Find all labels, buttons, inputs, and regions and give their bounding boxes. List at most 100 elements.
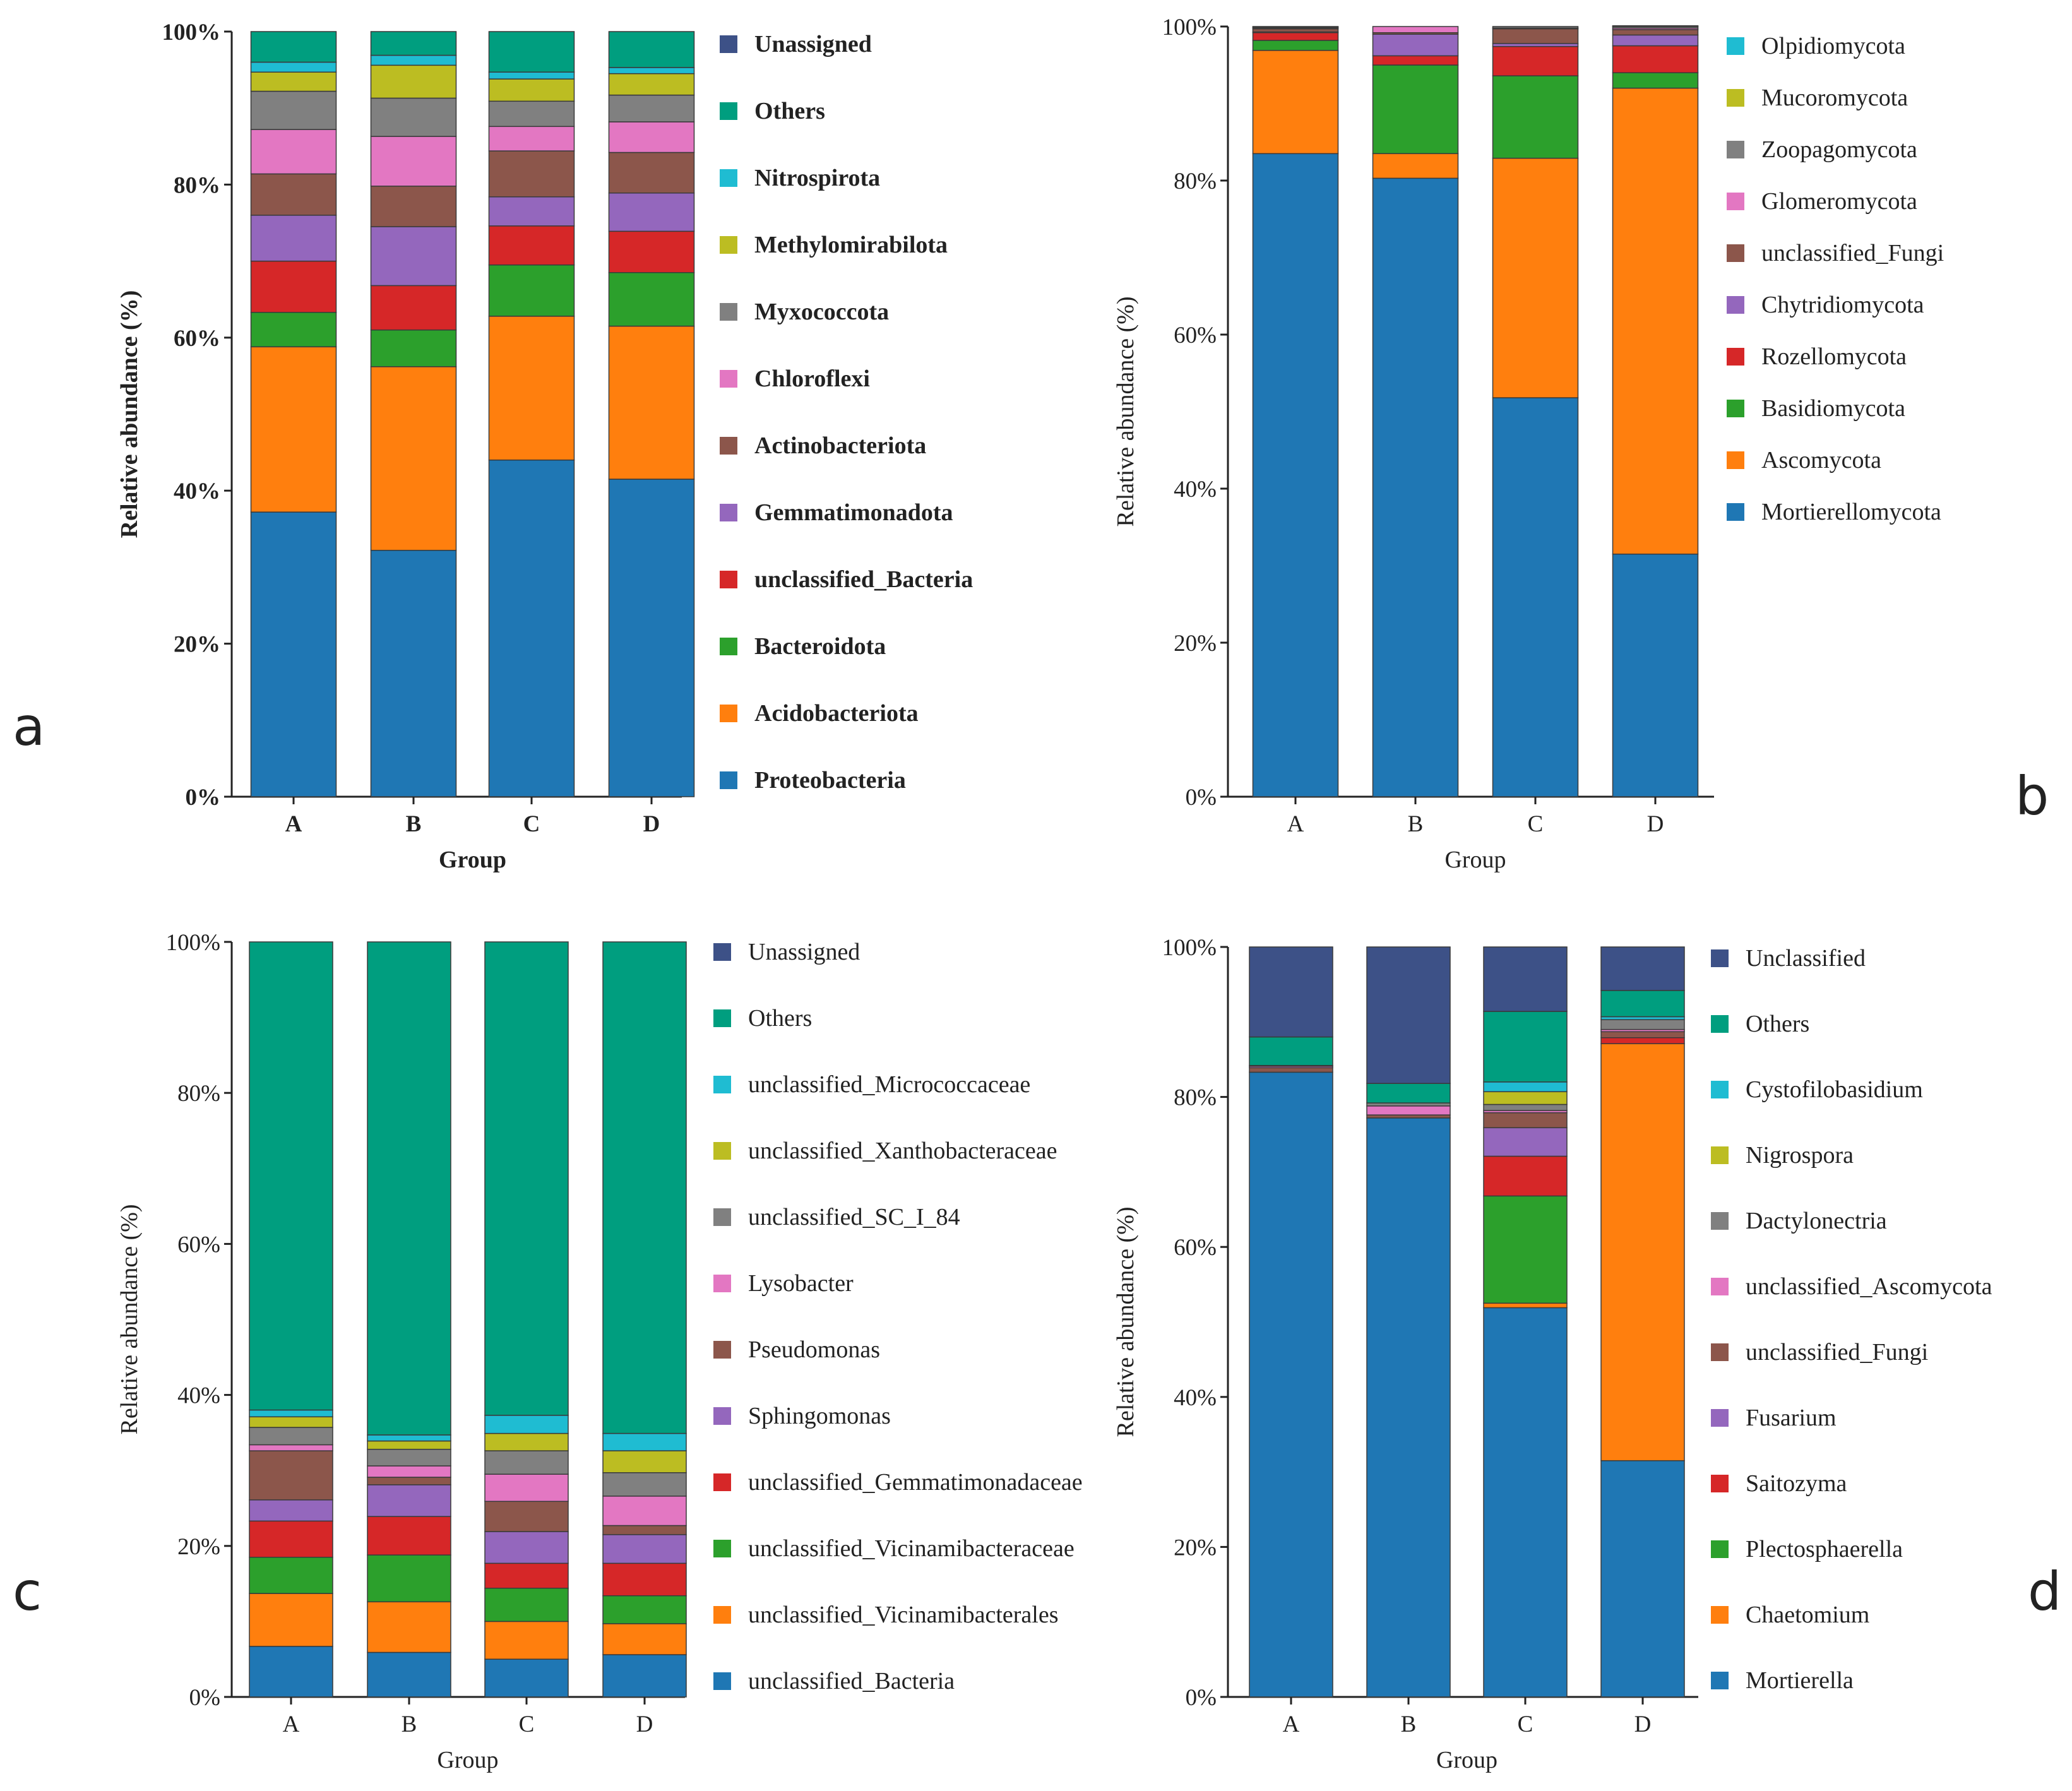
bar-segment-unclassified-gemmatimonadaceae-a: [249, 1520, 333, 1558]
legend-label-lysobacter: Lysobacter: [748, 1270, 854, 1297]
bar-segment-methylomirabilota-d: [608, 73, 695, 96]
bar-segment-lysobacter-c: [484, 1473, 569, 1502]
bar-segment-others-a: [249, 941, 333, 1411]
y-axis-title: Relative abundance (%): [1112, 296, 1139, 527]
legend-label-unclassified-sc-i-84: unclassified_SC_I_84: [748, 1204, 960, 1230]
bar-segment-proteobacteria-a: [250, 511, 337, 797]
bar-segment-unclassified-micrococcaceae-b: [367, 1434, 451, 1442]
bar-segment-gemmatimonadota-a: [250, 215, 337, 262]
bar-segment-basidiomycota-c: [1492, 75, 1579, 159]
bar-segment-others-d: [608, 31, 695, 68]
x-tick-label-d: D: [643, 811, 660, 837]
bar-segment-others-c: [488, 31, 575, 73]
legend-swatch-chaetomium: [1711, 1606, 1729, 1624]
bar-segment-unclassified-bacteria-b: [370, 285, 457, 331]
legend-label-unassigned: Unassigned: [754, 31, 872, 57]
legend-swatch-proteobacteria: [720, 771, 737, 789]
legend-label-bacteroidota: Bacteroidota: [754, 633, 886, 660]
legend-swatch-unclassified: [1711, 949, 1729, 967]
bar-segment-sphingomonas-a: [249, 1499, 333, 1522]
legend-label-others: Others: [748, 1005, 812, 1032]
bar-segment-actinobacteriota-b: [370, 186, 457, 227]
legend-label-olpidiomycota: Olpidiomycota: [1761, 33, 1905, 59]
bar-segment-acidobacteriota-b: [370, 366, 457, 551]
bar-segment-pseudomonas-c: [484, 1501, 569, 1532]
legend-label-unclassified-vicinamibacterales: unclassified_Vicinamibacterales: [748, 1602, 1059, 1628]
bar-segment-lysobacter-d: [602, 1496, 687, 1526]
legend-label-fusarium: Fusarium: [1746, 1405, 1837, 1431]
bar-segment-ascomycota-c: [1492, 157, 1579, 398]
bar-segment-unclassified-bacteria-a: [249, 1646, 333, 1698]
legend-swatch-dactylonectria: [1711, 1212, 1729, 1230]
panel-a-letter: a: [13, 696, 45, 758]
bar-segment-others-d: [602, 941, 687, 1434]
bar-segment-mortierella-c: [1483, 1307, 1568, 1698]
bar-segment-mortierellomycota-a: [1252, 153, 1339, 797]
panel-d: d 0% 20% 40% 60% 80% 100% Relative abundance (…: [1112, 935, 2061, 1773]
bar-segment-chloroflexi-b: [370, 136, 457, 187]
legend-swatch-bacteroidota: [720, 638, 737, 655]
legend-label-pseudomonas: Pseudomonas: [748, 1336, 880, 1363]
bar-segment-nitrospirota-c: [488, 71, 575, 80]
bar-segment-rozellomycota-b: [1372, 55, 1459, 66]
bar-segment-mortierella-a: [1249, 1071, 1333, 1698]
legend-swatch-chytridiomycota: [1727, 296, 1744, 314]
legend-label-unclassified-ascomycota: unclassified_Ascomycota: [1746, 1273, 1992, 1300]
bar-segment-unclassified-bacteria-d: [608, 230, 695, 273]
legend-swatch-mucoromycota: [1727, 89, 1744, 107]
bar-segment-basidiomycota-d: [1612, 72, 1699, 89]
bar-segment-plectosphaerella-c: [1483, 1195, 1568, 1304]
x-tick-label-a: A: [283, 1711, 300, 1737]
bar-segment-unclassified-micrococcaceae-c: [484, 1415, 569, 1434]
legend-swatch-methylomirabilota: [720, 236, 737, 254]
bar-segment-pseudomonas-d: [602, 1525, 687, 1535]
x-tick-label-d: D: [1647, 811, 1664, 837]
legend-label-unclassified-vicinamibacteraceae: unclassified_Vicinamibacteraceae: [748, 1535, 1075, 1562]
y-axis-title: Relative abundance (%): [1112, 1206, 1139, 1437]
bar-segment-chaetomium-d: [1600, 1043, 1685, 1461]
legend-swatch-unassigned: [720, 35, 737, 53]
bar-segment-unclassified-gemmatimonadaceae-d: [602, 1562, 687, 1597]
y-tick-label: 80%: [1174, 1085, 1217, 1111]
bar-segment-unclassified-vicinamibacteraceae-b: [367, 1554, 451, 1603]
y-tick-label: 60%: [174, 326, 220, 352]
legend-swatch-unclassified-micrococcaceae: [713, 1076, 731, 1093]
legend-label-others: Others: [1746, 1011, 1809, 1037]
legend-label-saitozyma: Saitozyma: [1746, 1470, 1847, 1497]
legend-label-nigrospora: Nigrospora: [1746, 1142, 1854, 1169]
bar-segment-others-b: [1366, 1083, 1451, 1104]
bar-segment-myxococcota-d: [608, 94, 695, 122]
legend-label-basidiomycota: Basidiomycota: [1761, 395, 1905, 422]
bar-segment-actinobacteriota-c: [488, 150, 575, 198]
bar-segment-pseudomonas-a: [249, 1450, 333, 1501]
legend-swatch-chloroflexi: [720, 370, 737, 388]
legend-swatch-zoopagomycota: [1727, 141, 1744, 158]
y-axis-title: Relative abundance (%): [116, 290, 143, 538]
bar-segment-bacteroidota-b: [370, 329, 457, 367]
bar-segment-chytridiomycota-b: [1372, 33, 1459, 57]
y-tick-label: 40%: [1174, 477, 1217, 503]
bar-segment-proteobacteria-c: [488, 459, 575, 797]
bar-segment-lysobacter-a: [249, 1444, 333, 1451]
legend-label-unclassified-bacteria: unclassified_Bacteria: [748, 1668, 955, 1694]
bar-segment-actinobacteriota-d: [608, 152, 695, 194]
bar-segment-unclassified-ascomycota-b: [1366, 1105, 1451, 1116]
bar-segment-bacteroidota-a: [250, 312, 337, 348]
legend-swatch-myxococcota: [720, 303, 737, 321]
bar-segment-gemmatimonadota-b: [370, 226, 457, 287]
legend-label-unclassified-gemmatimonadaceae: unclassified_Gemmatimonadaceae: [748, 1469, 1083, 1496]
bar-segment-acidobacteriota-c: [488, 316, 575, 461]
x-tick-label-c: C: [1528, 811, 1544, 837]
bar-segment-nitrospirota-d: [608, 67, 695, 74]
bar-segment-unclassified-gemmatimonadaceae-c: [484, 1562, 569, 1589]
legend-swatch-rozellomycota: [1727, 348, 1744, 366]
bar-segment-unclassified-micrococcaceae-d: [602, 1432, 687, 1451]
legend-swatch-others: [1711, 1015, 1729, 1033]
legend-swatch-unclassified-sc-i-84: [713, 1208, 731, 1226]
bar-segment-proteobacteria-b: [370, 549, 457, 797]
y-tick-label: 100%: [166, 930, 220, 956]
y-tick-label: 20%: [1174, 1535, 1217, 1561]
bar-segment-unclassified-bacteria-c: [484, 1658, 569, 1698]
legend-label-myxococcota: Myxococcota: [754, 299, 889, 325]
legend-swatch-unclassified-fungi: [1727, 244, 1744, 262]
